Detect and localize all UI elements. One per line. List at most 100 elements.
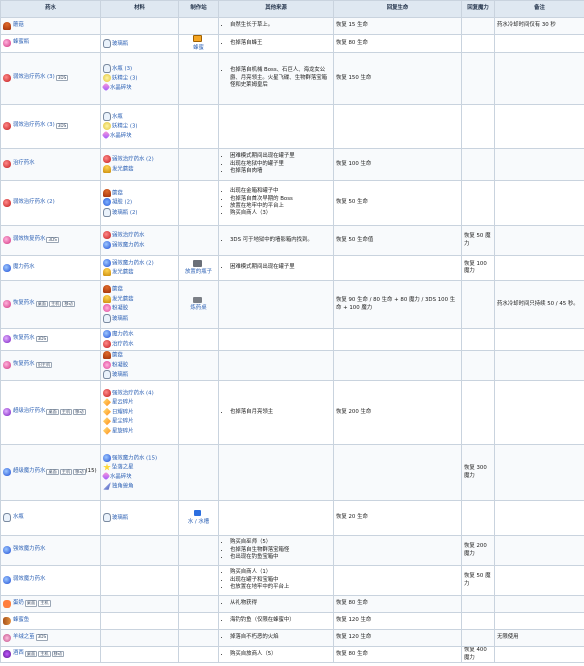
- material-item: 蘑菇: [103, 188, 176, 199]
- material-link[interactable]: 星尘碎片: [112, 418, 134, 425]
- note-cell: [494, 535, 584, 566]
- potion-name-link[interactable]: 弱效治疗药水 (3): [13, 74, 55, 81]
- material-link[interactable]: 发光蘑菇: [112, 166, 134, 172]
- materials-cell: 强效魔力药水 (15) 坠落之星水晶碎块独角兽角: [100, 444, 179, 501]
- sources-cell: [218, 444, 334, 501]
- material-link[interactable]: 蘑菇: [112, 190, 123, 196]
- material-link[interactable]: 粉凝胶: [112, 305, 129, 312]
- material-link[interactable]: 凝胶 (2): [112, 199, 133, 206]
- material-link[interactable]: 日耀碎片: [112, 409, 134, 416]
- material-link[interactable]: 水晶碎块: [110, 473, 132, 480]
- material-link[interactable]: 妖精尘 (3): [112, 75, 138, 82]
- col-header-sources[interactable]: 其他来源: [218, 0, 334, 18]
- material-link[interactable]: 弱效治疗药水: [112, 232, 145, 239]
- note-cell: [494, 380, 584, 445]
- potion-name-link[interactable]: 弱效治疗药水 (2): [13, 198, 55, 205]
- material-link[interactable]: 玻璃瓶: [112, 515, 129, 521]
- potion-blue-icon: [3, 576, 11, 585]
- material-link[interactable]: 坠落之星: [112, 464, 134, 471]
- potion-name-link[interactable]: 蘑菇: [13, 21, 24, 28]
- potion-name-link[interactable]: 蛋奶: [13, 599, 24, 606]
- potion-name-link[interactable]: 羊绒之茧: [13, 633, 35, 640]
- potion-name-link[interactable]: 强效魔力药水: [13, 546, 46, 553]
- potion-name-link[interactable]: 弱效魔力药水: [13, 576, 46, 583]
- source-item: 困难模式期间出现在罐子里: [230, 153, 331, 160]
- material-link[interactable]: 粉凝胶: [112, 362, 129, 368]
- material-link[interactable]: 妖精尘 (3): [112, 123, 138, 130]
- goldmush-icon: [103, 164, 111, 173]
- potion-name-link[interactable]: 蜂蜜鱼: [13, 616, 30, 623]
- source-item: 出现在地狱中的罐子里: [230, 161, 331, 168]
- col-header-potion[interactable]: 药水: [0, 0, 101, 18]
- col-header-hp[interactable]: 回复生命: [333, 0, 462, 18]
- material-link[interactable]: 强效魔力药水 (15): [112, 455, 158, 462]
- potion-name-link[interactable]: 恢复药水: [13, 335, 35, 342]
- col-header-materials[interactable]: 材料: [100, 0, 179, 18]
- crafting-station-link[interactable]: 水 / 水槽: [187, 518, 210, 525]
- source-item: 购买自巫师（5）: [230, 539, 331, 546]
- potion-name-link[interactable]: 恢复药水: [13, 361, 35, 368]
- material-item: 独角兽角: [103, 481, 176, 492]
- material-link[interactable]: 发光蘑菇: [112, 269, 134, 276]
- potion-name-link[interactable]: 治疗药水: [13, 160, 35, 167]
- material-link[interactable]: 独角兽角: [112, 483, 134, 490]
- mp-restore-cell: [461, 500, 495, 536]
- potion-cell: 强效魔力药水: [0, 535, 101, 566]
- potion-name-link[interactable]: 弱效恢复药水: [13, 236, 46, 243]
- potion-name-link[interactable]: 水瓶: [13, 514, 24, 521]
- material-link[interactable]: 星旋碎片: [112, 428, 134, 435]
- material-item: 坠落之星: [103, 463, 176, 473]
- pinkgel-icon: [103, 304, 111, 313]
- material-item: 弱效魔力药水: [103, 240, 176, 251]
- sources-list: 也掉落自月亮领主: [221, 409, 331, 416]
- potion-cell: 羊绒之茧 3DS: [0, 629, 101, 647]
- material-item: 水晶碎块: [101, 131, 176, 141]
- mushroom-icon: [103, 285, 111, 294]
- potion-name-link[interactable]: 弱效治疗药水 (3): [13, 122, 55, 129]
- potion-name-link[interactable]: 超级魔力药水: [13, 468, 46, 475]
- crafting-station-link[interactable]: 蜂蜜: [193, 44, 204, 51]
- station-cell: [178, 180, 219, 226]
- potion-name-link[interactable]: 超级治疗药水: [13, 408, 46, 415]
- material-link[interactable]: 水晶碎块: [110, 84, 132, 91]
- potion-name-link[interactable]: 恢复药水: [13, 300, 35, 307]
- crafting-station-icon: [194, 510, 201, 517]
- crafting-station-link[interactable]: 炼药桌: [190, 305, 207, 312]
- potion-name-link[interactable]: 魔力药水: [13, 263, 35, 270]
- material-link[interactable]: 蘑菇: [112, 352, 123, 359]
- material-link[interactable]: 玻璃瓶 (2): [112, 209, 138, 216]
- potion-name-link[interactable]: 蜂蜜瓶: [13, 39, 30, 46]
- col-header-mp[interactable]: 回复魔力: [461, 0, 495, 18]
- sources-list: 购买自旅商人（5）: [221, 651, 331, 658]
- horn-icon: [103, 481, 111, 490]
- sources-cell: 购买自巫师（5）也掉落自生物群落宝箱怪也出现在钓鱼宝箱中: [218, 535, 334, 566]
- material-link[interactable]: 治疗药水: [112, 341, 134, 347]
- material-link[interactable]: 蘑菇: [112, 286, 123, 293]
- material-link[interactable]: 玻璃瓶: [112, 40, 129, 47]
- material-link[interactable]: 发光蘑菇: [112, 296, 134, 303]
- material-link[interactable]: 玻璃瓶: [112, 315, 129, 322]
- note-cell: [494, 104, 584, 149]
- material-link[interactable]: 魔力药水: [112, 331, 134, 338]
- station-cell: [178, 148, 219, 181]
- material-link[interactable]: 弱效魔力药水 (2): [112, 260, 154, 266]
- material-link[interactable]: 水瓶 (3): [112, 66, 133, 73]
- material-item: 水瓶 (3): [103, 64, 176, 74]
- col-header-notes[interactable]: 备注: [494, 0, 584, 18]
- material-link[interactable]: 强效治疗药水 (4): [112, 390, 154, 397]
- col-header-station[interactable]: 制作站: [178, 0, 219, 18]
- material-link[interactable]: 弱效治疗药水 (2): [112, 156, 154, 163]
- sources-list: 从礼物获得: [221, 600, 331, 607]
- potion-cell: 蜂蜜鱼: [0, 612, 101, 630]
- potion-name-link[interactable]: 酒西: [13, 650, 24, 657]
- material-link[interactable]: 弱效魔力药水: [112, 242, 145, 248]
- material-link[interactable]: 水瓶: [112, 114, 123, 121]
- materials-cell: 蘑菇 粉凝胶 玻璃瓶: [100, 350, 179, 381]
- crafting-station-link[interactable]: 放置的瓶子: [185, 269, 212, 276]
- material-link[interactable]: 玻璃瓶: [112, 372, 129, 378]
- material-link[interactable]: 水晶碎块: [110, 132, 132, 139]
- source-item: 购买自商人（3）: [230, 210, 331, 217]
- material-link[interactable]: 星云碎片: [112, 399, 134, 406]
- station-cell: [178, 17, 219, 35]
